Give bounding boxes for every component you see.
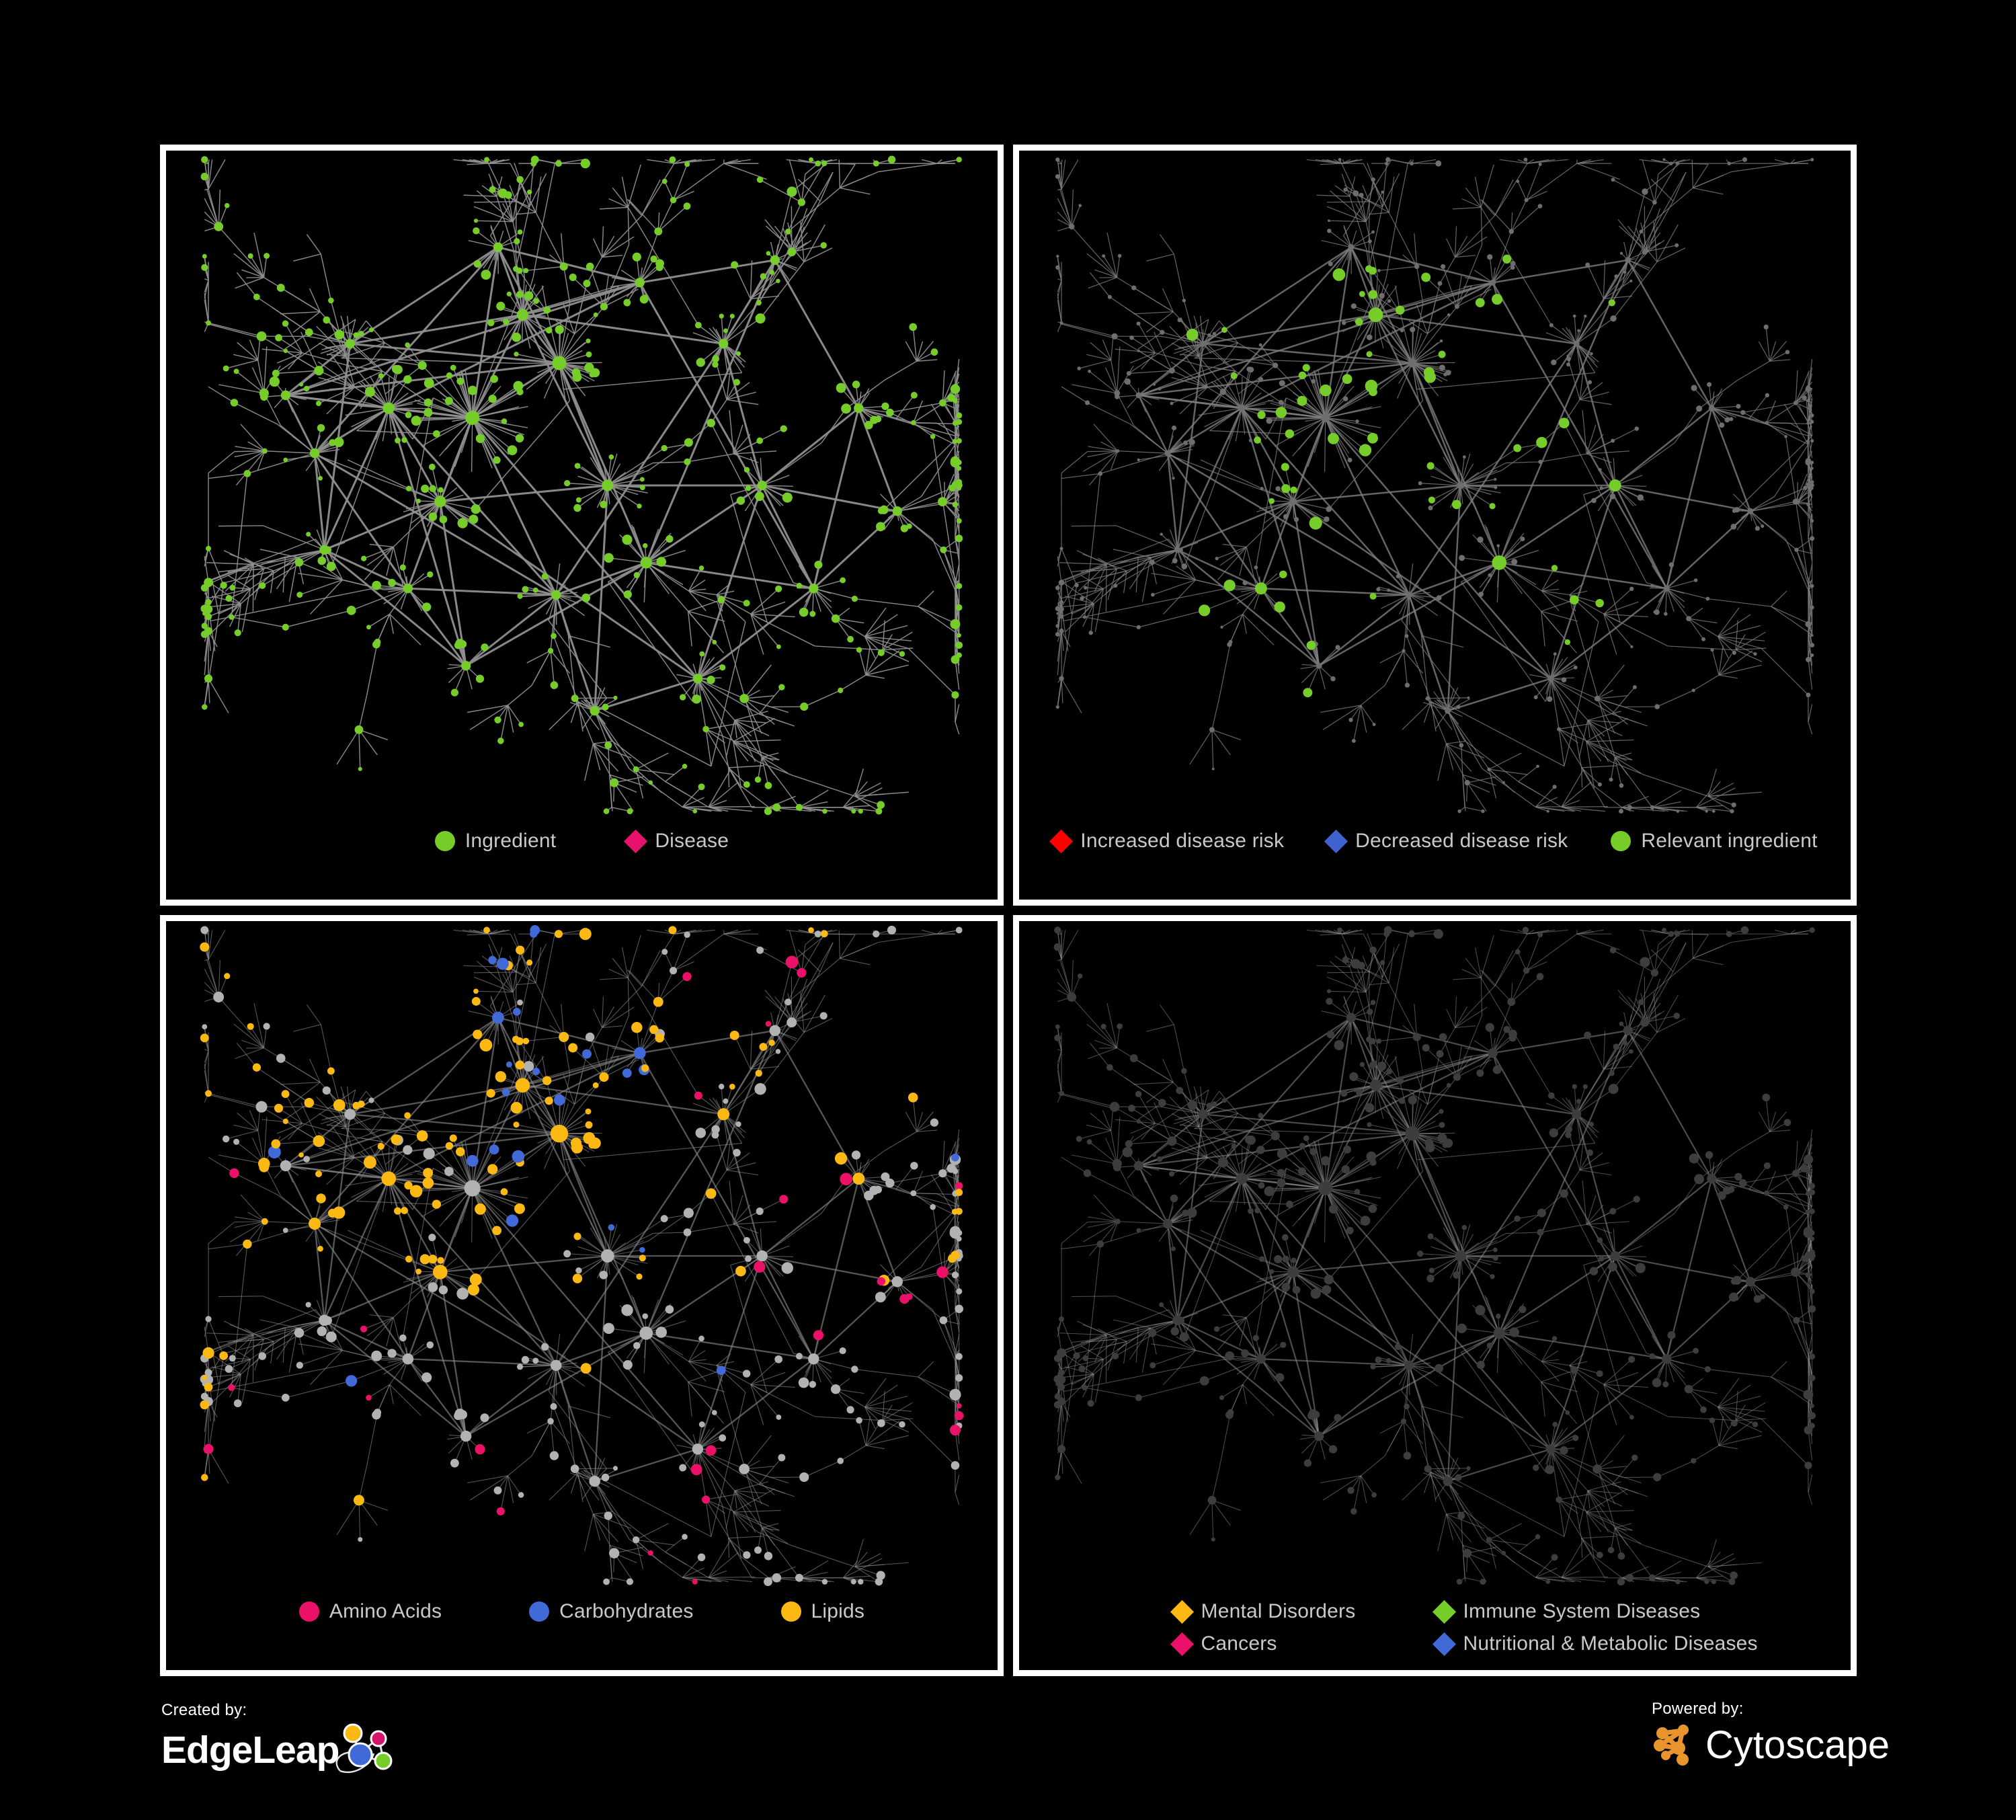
legend-label: Immune System Diseases xyxy=(1463,1600,1701,1622)
cytoscape-network-logo-icon xyxy=(1652,1721,1700,1769)
legend-marker-diamond-icon xyxy=(1432,1632,1456,1656)
panel-disease-classes: Mental Disorders Immune System Diseases … xyxy=(1013,915,1857,1676)
legend-label: Carbohydrates xyxy=(559,1600,694,1622)
legend-item-relevant-ingredient: Relevant ingredient xyxy=(1611,830,1818,853)
legend-item-cancers: Cancers xyxy=(1170,1632,1435,1656)
legend-marker-diamond-icon xyxy=(1049,829,1074,853)
legend-panel-nutrient-classes: Amino Acids Carbohydrates Lipids xyxy=(166,1591,998,1670)
legend-marker-diamond-icon xyxy=(1324,829,1348,853)
legend-marker-diamond-icon xyxy=(1170,1599,1194,1624)
panel-nutrient-classes: Amino Acids Carbohydrates Lipids xyxy=(160,915,1004,1676)
legend-marker-circle-icon xyxy=(298,1601,319,1622)
panel-disease-risk: Increased disease risk Decreased disease… xyxy=(1013,145,1857,906)
legend-panel-disease-risk: Increased disease risk Decreased disease… xyxy=(1019,820,1851,900)
legend-label: Increased disease risk xyxy=(1080,830,1285,852)
network-canvas-panel-2 xyxy=(1019,151,1851,820)
legend-marker-diamond-icon xyxy=(624,829,648,853)
legend-item-mental-disorders: Mental Disorders xyxy=(1170,1599,1435,1624)
powered-by-cytoscape: Powered by: xyxy=(1652,1700,1890,1769)
legend-label: Relevant ingredient xyxy=(1641,830,1818,852)
legend-item-increased-disease-risk: Increased disease risk xyxy=(1049,829,1285,853)
legend-item-decreased-disease-risk: Decreased disease risk xyxy=(1324,829,1568,853)
network-canvas-panel-3 xyxy=(166,921,998,1591)
legend-item-ingredient: Ingredient xyxy=(434,830,557,853)
legend-marker-diamond-icon xyxy=(1170,1632,1194,1656)
legend-label: Disease xyxy=(655,830,729,852)
powered-by-kicker: Powered by: xyxy=(1651,1700,1744,1718)
legend-item-nutritional-metabolic-diseases: Nutritional & Metabolic Diseases xyxy=(1432,1632,1758,1656)
legend-item-lipids: Lipids xyxy=(780,1600,865,1623)
panel-ingredient-disease: Ingredient Disease xyxy=(160,145,1004,906)
legend-label: Nutritional & Metabolic Diseases xyxy=(1463,1632,1758,1655)
legend-panel-disease-classes: Mental Disorders Immune System Diseases … xyxy=(1019,1591,1851,1670)
created-by-kicker: Created by: xyxy=(161,1701,247,1719)
created-by-edgeleap: Created by: EdgeLeap xyxy=(161,1701,397,1778)
legend-label: Ingredient xyxy=(465,830,557,852)
legend-label: Amino Acids xyxy=(329,1600,442,1622)
edgeleap-network-logo-icon xyxy=(332,1723,397,1778)
figure-panel-grid: Ingredient Disease xyxy=(160,145,1857,1676)
legend-marker-diamond-icon xyxy=(1432,1599,1456,1624)
legend-marker-circle-icon xyxy=(434,831,455,851)
legend-panel-ingredient-disease: Ingredient Disease xyxy=(166,820,998,900)
cytoscape-wordmark: Cytoscape xyxy=(1705,1723,1890,1767)
legend-item-carbohydrates: Carbohydrates xyxy=(529,1600,693,1623)
legend-label: Cancers xyxy=(1201,1632,1277,1655)
network-canvas-panel-4 xyxy=(1019,921,1851,1591)
legend-label: Decreased disease risk xyxy=(1355,830,1568,852)
edgeleap-wordmark: EdgeLeap xyxy=(161,1729,339,1772)
legend-marker-circle-icon xyxy=(1611,831,1631,851)
legend-marker-circle-icon xyxy=(780,1601,801,1622)
footer-branding: Created by: EdgeLeap Powered by xyxy=(0,1681,2016,1820)
legend-item-immune-system-diseases: Immune System Diseases xyxy=(1432,1599,1700,1624)
network-canvas-panel-1 xyxy=(166,151,998,820)
legend-item-amino-acids: Amino Acids xyxy=(298,1600,442,1623)
legend-item-disease: Disease xyxy=(624,829,729,853)
legend-label: Mental Disorders xyxy=(1201,1600,1356,1622)
legend-label: Lipids xyxy=(811,1600,865,1622)
legend-marker-circle-icon xyxy=(529,1601,550,1622)
